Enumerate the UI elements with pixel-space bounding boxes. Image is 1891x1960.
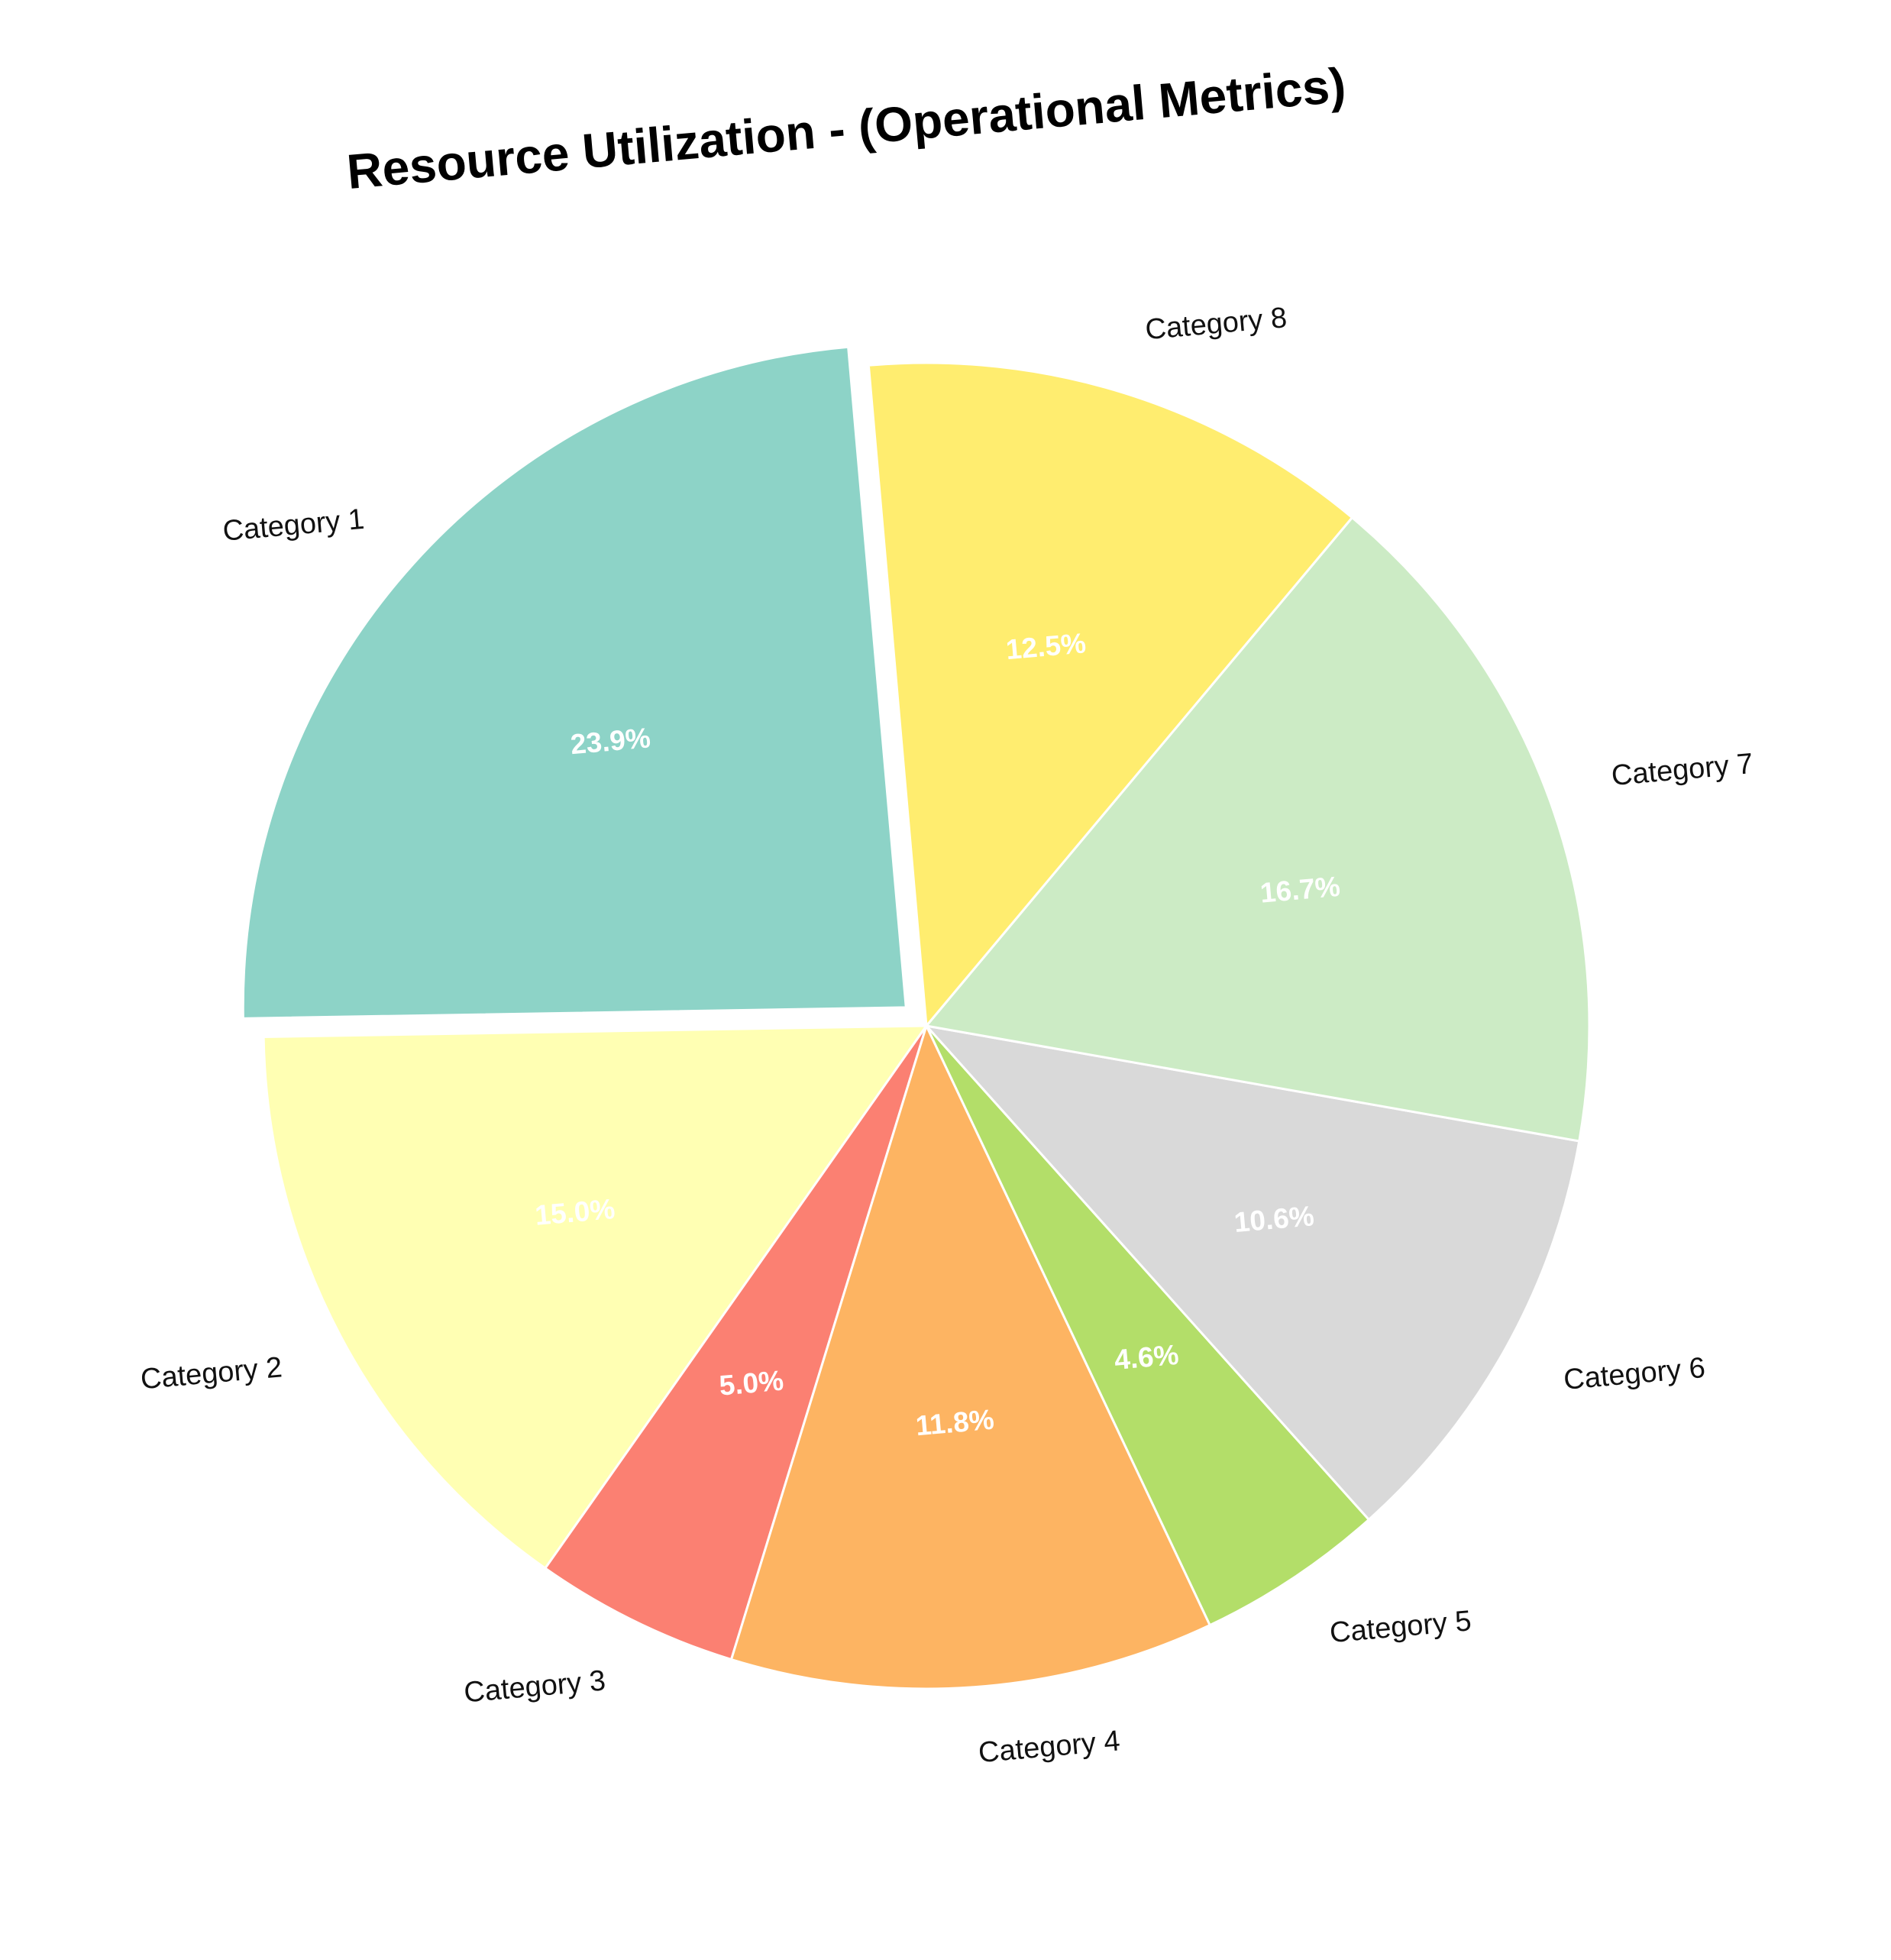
pct-label-category-4: 11.8% <box>914 1404 995 1442</box>
slice-label-category-5: Category 5 <box>1328 1605 1472 1649</box>
pct-label-category-1: 23.9% <box>569 722 651 760</box>
pie-slice-category-3 <box>543 1025 928 1661</box>
pie-slice-category-8 <box>867 361 1354 1029</box>
pie-slice-category-5 <box>925 1024 1371 1627</box>
pct-label-category-6: 10.6% <box>1233 1200 1315 1238</box>
pie-slice-category-4 <box>729 1022 1212 1690</box>
pie-slice-category-7 <box>924 516 1591 1143</box>
chart-title: Resource Utilization - (Operational Metr… <box>344 57 1348 199</box>
pie-slice-category-6 <box>923 1024 1581 1522</box>
slice-label-category-7: Category 7 <box>1610 748 1754 792</box>
pie-slice-category-2 <box>262 1024 929 1570</box>
pie-slice-category-1 <box>241 345 907 1020</box>
percentage-labels: 23.9% 15.0% 5.0% 11.8% 4.6% 10.6% 16.7% 12.5% <box>534 627 1342 1441</box>
pct-label-category-2: 15.0% <box>534 1193 616 1231</box>
slice-label-category-2: Category 2 <box>139 1351 283 1396</box>
slice-label-category-6: Category 6 <box>1563 1352 1707 1396</box>
pie-slices <box>241 345 1591 1690</box>
slice-label-category-1: Category 1 <box>221 503 366 548</box>
slice-label-category-4: Category 4 <box>977 1725 1121 1769</box>
pct-label-category-7: 16.7% <box>1259 871 1341 909</box>
pct-label-category-3: 5.0% <box>718 1365 785 1402</box>
slice-label-category-3: Category 3 <box>463 1664 607 1709</box>
slice-label-category-8: Category 8 <box>1144 302 1288 346</box>
pct-label-category-5: 4.6% <box>1113 1339 1180 1376</box>
pct-label-category-8: 12.5% <box>1004 627 1087 665</box>
